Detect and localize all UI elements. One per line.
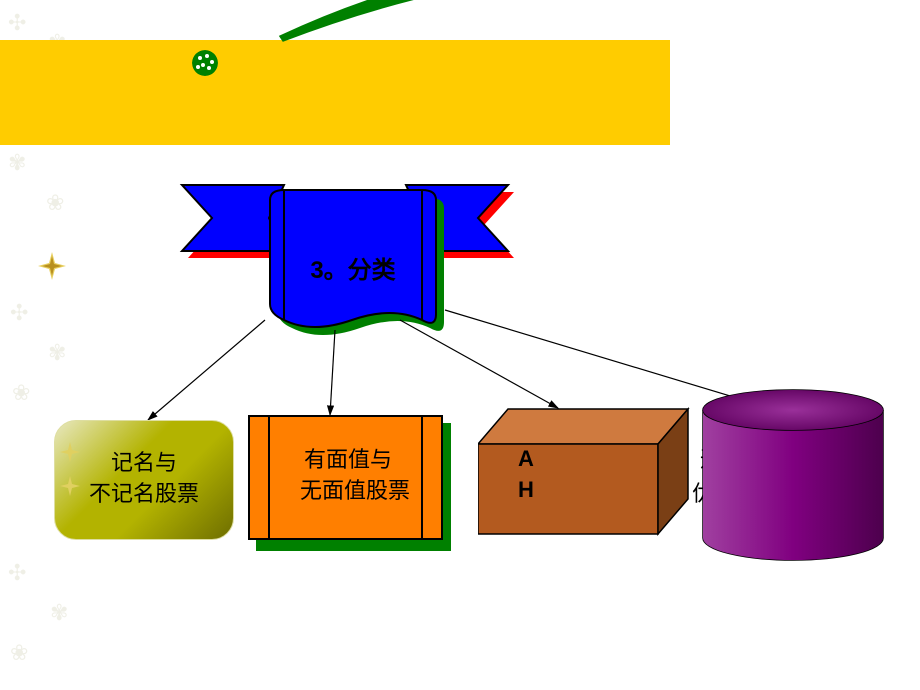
cat3-line1: A bbox=[518, 446, 534, 471]
cat2-line2: 无面值股票 bbox=[248, 476, 448, 507]
category-ab-h: A H bbox=[478, 404, 698, 554]
cat2-line1: 有面值与 bbox=[248, 445, 448, 476]
cat1-line1: 记名与 bbox=[54, 448, 234, 479]
cat3-line2: H bbox=[518, 477, 534, 502]
category-parvalue: 有面值与 无面值股票 bbox=[248, 415, 448, 547]
cat1-line2: 不记名股票 bbox=[54, 479, 234, 510]
category-cylinder bbox=[698, 388, 898, 562]
ball-icon bbox=[192, 50, 218, 76]
title-banner: 3。分类 bbox=[180, 170, 520, 330]
header-band bbox=[0, 40, 670, 145]
banner-title: 3。分类 bbox=[270, 250, 436, 285]
category-registered: 记名与 不记名股票 bbox=[54, 420, 234, 540]
sparkle-icon bbox=[38, 252, 66, 280]
